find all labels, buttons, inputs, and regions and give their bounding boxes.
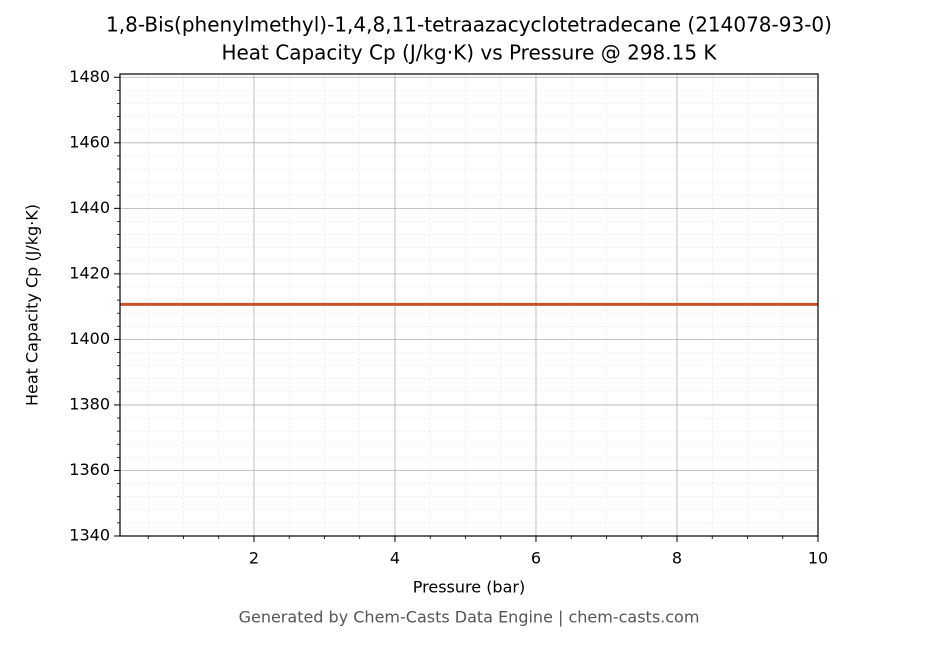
x-tick-label: 10 — [808, 549, 828, 568]
x-tick-label: 6 — [531, 549, 541, 568]
y-axis-label: Heat Capacity Cp (J/kg·K) — [23, 204, 42, 406]
y-tick-label: 1380 — [69, 394, 110, 413]
footer: Generated by Chem-Casts Data Engine | ch… — [239, 608, 700, 627]
chart-title: 1,8-Bis(phenylmethyl)-1,4,8,11-tetraazac… — [106, 13, 832, 37]
plot-frame — [119, 73, 819, 537]
y-tick-label: 1340 — [69, 526, 110, 545]
x-tick-label: 4 — [390, 549, 400, 568]
y-tick-label: 1420 — [69, 263, 110, 282]
y-tick-label: 1400 — [69, 329, 110, 348]
x-tick-label: 8 — [672, 549, 682, 568]
x-axis-label: Pressure (bar) — [413, 578, 525, 597]
y-tick-label: 1460 — [69, 132, 110, 151]
x-tick-label: 2 — [249, 549, 259, 568]
chart-subtitle: Heat Capacity Cp (J/kg·K) vs Pressure @ … — [221, 41, 717, 65]
y-tick-label: 1440 — [69, 198, 110, 217]
y-tick-label: 1360 — [69, 460, 110, 479]
y-tick-label: 1480 — [69, 67, 110, 86]
